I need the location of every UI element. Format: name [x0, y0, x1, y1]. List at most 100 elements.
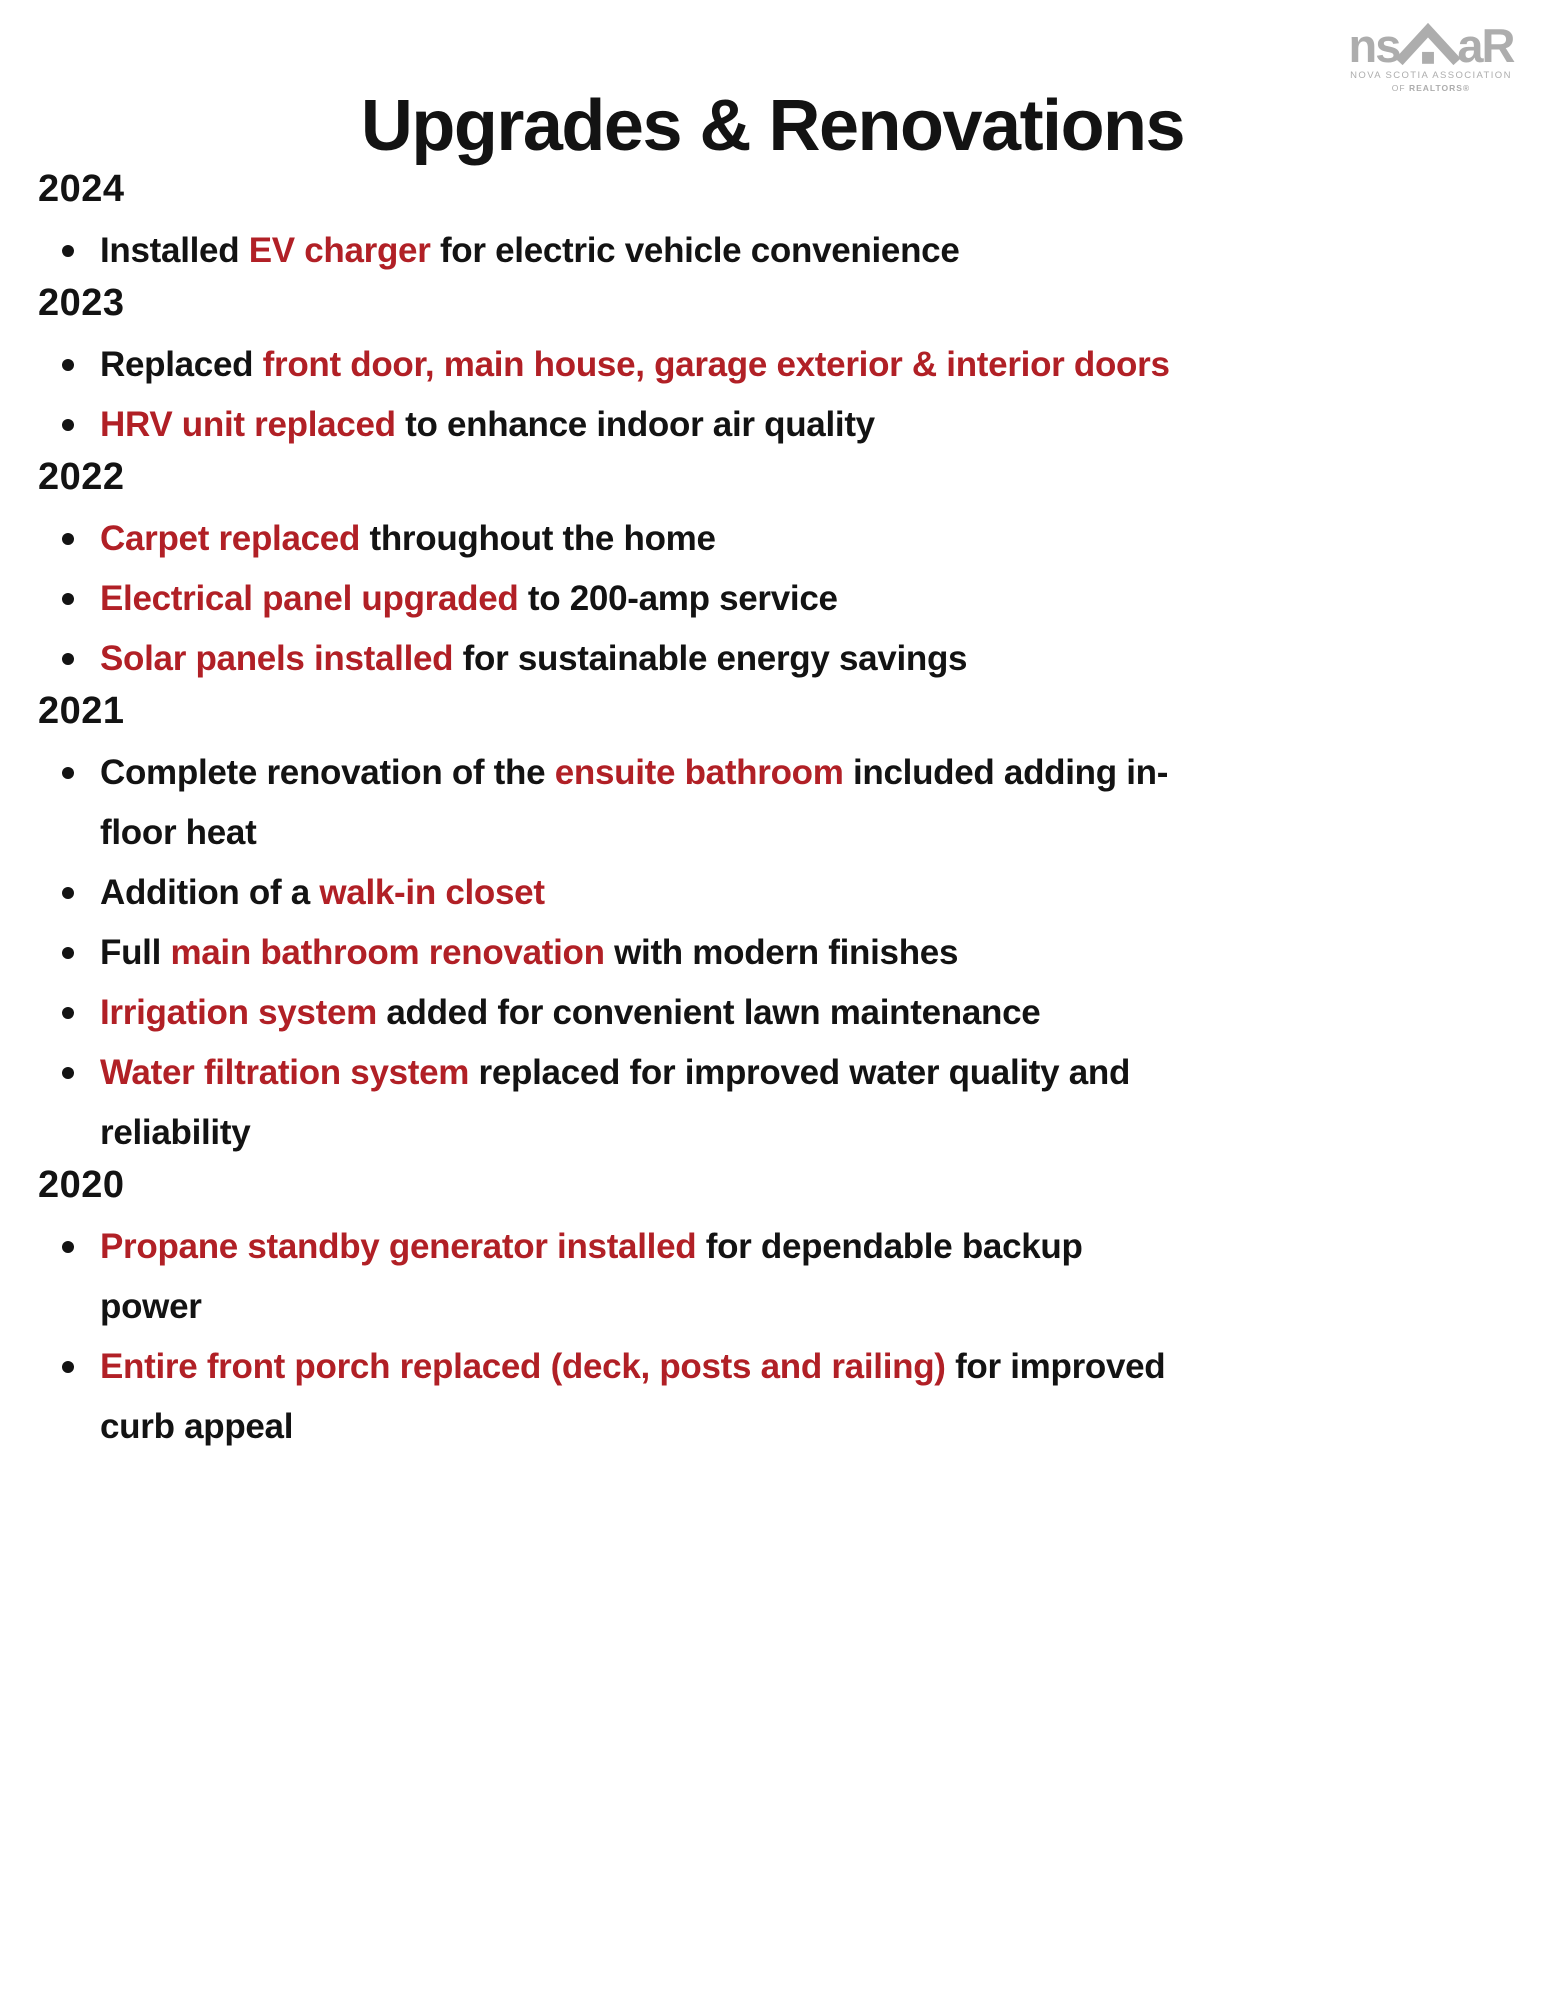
highlighted-text: Irrigation system: [100, 992, 377, 1032]
upgrade-item: HRV unit replaced to enhance indoor air …: [62, 395, 1497, 455]
highlighted-text: Carpet replaced: [100, 518, 361, 558]
section-2023: 2023 Replaced front door, main house, ga…: [38, 281, 1497, 455]
plain-text: reliability: [100, 1112, 251, 1152]
logo-subtitle-line1: NOVA SCOTIA ASSOCIATION: [1350, 70, 1512, 81]
year-heading-2024: 2024: [38, 167, 125, 210]
upgrade-item: Full main bathroom renovation with moder…: [62, 923, 1497, 983]
highlighted-text: EV charger: [248, 230, 431, 270]
highlighted-text: Solar panels installed: [100, 638, 454, 678]
upgrade-item-text: Installed EV charger for electric vehicl…: [100, 221, 960, 281]
plain-text: floor heat: [100, 812, 257, 852]
nsar-logo-wordmark: ns aR: [1331, 18, 1531, 72]
upgrade-item: Irrigation system added for convenient l…: [62, 983, 1497, 1043]
bullet-icon: [62, 418, 74, 431]
upgrade-list-2023: Replaced front door, main house, garage …: [38, 335, 1497, 455]
highlighted-text: main bathroom renovation: [170, 932, 605, 972]
upgrade-item-text: Addition of a walk-in closet: [100, 863, 545, 923]
highlighted-text: ensuite bathroom: [554, 752, 844, 792]
upgrade-list-2024: Installed EV charger for electric vehicl…: [38, 221, 1497, 281]
bullet-icon: [62, 652, 74, 665]
upgrade-item-text: Carpet replaced throughout the home: [100, 509, 716, 569]
plain-text: Installed: [100, 230, 249, 270]
bullet-icon: [62, 1066, 74, 1079]
upgrade-item-text: Replaced front door, main house, garage …: [100, 335, 1170, 395]
bullet-icon: [62, 592, 74, 605]
logo-subtitle-of: OF: [1391, 82, 1409, 93]
highlighted-text: walk-in closet: [319, 872, 545, 912]
bullet-icon: [62, 1360, 74, 1373]
upgrade-list-2021: Complete renovation of the ensuite bathr…: [38, 743, 1497, 1163]
year-heading-2021: 2021: [38, 689, 125, 732]
plain-text: for sustainable energy savings: [453, 638, 968, 678]
plain-text: for electric vehicle convenience: [430, 230, 960, 270]
upgrade-item-text: Complete renovation of the ensuite bathr…: [100, 743, 1168, 863]
house-roof-icon: [1395, 22, 1462, 66]
upgrade-item: Water filtration system replaced for imp…: [62, 1043, 1497, 1163]
logo-text-left: ns: [1348, 18, 1402, 72]
nsar-logo-subtitle: NOVA SCOTIA ASSOCIATION OF REALTORS®: [1331, 70, 1531, 94]
upgrade-item: Carpet replaced throughout the home: [62, 509, 1497, 569]
year-heading-2022: 2022: [38, 455, 125, 498]
bullet-icon: [62, 1240, 74, 1253]
section-2022: 2022 Carpet replaced throughout the home…: [38, 455, 1497, 689]
highlighted-text: Entire front porch replaced (deck, posts…: [100, 1346, 946, 1386]
highlighted-text: Propane standby generator installed: [100, 1226, 697, 1266]
upgrade-item: Complete renovation of the ensuite bathr…: [62, 743, 1497, 863]
logo-text-right: aR: [1457, 18, 1515, 72]
highlighted-text: Electrical panel upgraded: [100, 578, 519, 618]
plain-text: with modern finishes: [604, 932, 959, 972]
plain-text: Full: [100, 932, 171, 972]
logo-subtitle-realtors: REALTORS®: [1408, 82, 1471, 93]
plain-text: throughout the home: [360, 518, 716, 558]
plain-text: for improved: [945, 1346, 1166, 1386]
upgrade-item: Electrical panel upgraded to 200-amp ser…: [62, 569, 1497, 629]
year-heading-2023: 2023: [38, 281, 125, 324]
logo-subtitle-line2: OF REALTORS®: [1331, 83, 1531, 94]
plain-text: power: [100, 1286, 202, 1326]
upgrade-list-2022: Carpet replaced throughout the home Elec…: [38, 509, 1497, 689]
upgrade-item-text: Propane standby generator installed for …: [100, 1217, 1083, 1337]
upgrade-item-text: Solar panels installed for sustainable e…: [100, 629, 968, 689]
plain-text: for dependable backup: [696, 1226, 1083, 1266]
year-heading-2020: 2020: [38, 1163, 125, 1206]
upgrade-item-text: Full main bathroom renovation with moder…: [100, 923, 958, 983]
plain-text: Addition of a: [100, 872, 320, 912]
upgrade-item: Addition of a walk-in closet: [62, 863, 1497, 923]
highlighted-text: front door, main house, garage exterior …: [262, 344, 1170, 384]
plain-text: Replaced: [100, 344, 263, 384]
highlighted-text: Water filtration system: [100, 1052, 470, 1092]
plain-text: to enhance indoor air quality: [395, 404, 875, 444]
upgrade-item-text: HRV unit replaced to enhance indoor air …: [100, 395, 875, 455]
upgrade-list-2020: Propane standby generator installed for …: [38, 1217, 1497, 1457]
upgrade-item-text: Water filtration system replaced for imp…: [100, 1043, 1130, 1163]
bullet-icon: [62, 358, 74, 371]
bullet-icon: [62, 532, 74, 545]
plain-text: to 200-amp service: [518, 578, 838, 618]
upgrade-item: Replaced front door, main house, garage …: [62, 335, 1497, 395]
upgrade-item-text: Irrigation system added for convenient l…: [100, 983, 1041, 1043]
section-2020: 2020 Propane standby generator installed…: [38, 1163, 1497, 1457]
bullet-icon: [62, 244, 74, 257]
plain-text: added for convenient lawn maintenance: [376, 992, 1041, 1032]
upgrade-item: Propane standby generator installed for …: [62, 1217, 1497, 1337]
bullet-icon: [62, 946, 74, 959]
page-title: Upgrades & Renovations: [360, 86, 1186, 166]
section-2024: 2024 Installed EV charger for electric v…: [38, 167, 1497, 281]
bullet-icon: [62, 1006, 74, 1019]
plain-text: replaced for improved water quality and: [469, 1052, 1131, 1092]
plain-text: Complete renovation of the: [100, 752, 555, 792]
content-area: 2024 Installed EV charger for electric v…: [0, 167, 1545, 1457]
upgrade-item: Installed EV charger for electric vehicl…: [62, 221, 1497, 281]
bullet-icon: [62, 766, 74, 779]
highlighted-text: HRV unit replaced: [100, 404, 396, 444]
upgrade-item: Solar panels installed for sustainable e…: [62, 629, 1497, 689]
upgrade-item-text: Electrical panel upgraded to 200-amp ser…: [100, 569, 838, 629]
upgrade-item-text: Entire front porch replaced (deck, posts…: [100, 1337, 1166, 1457]
plain-text: curb appeal: [100, 1406, 294, 1446]
section-2021: 2021 Complete renovation of the ensuite …: [38, 689, 1497, 1163]
upgrade-item: Entire front porch replaced (deck, posts…: [62, 1337, 1497, 1457]
plain-text: included adding in-: [843, 752, 1169, 792]
nsar-logo: ns aR NOVA SCOTIA ASSOCIATION OF REALTOR…: [1331, 20, 1531, 94]
bullet-icon: [62, 886, 74, 899]
